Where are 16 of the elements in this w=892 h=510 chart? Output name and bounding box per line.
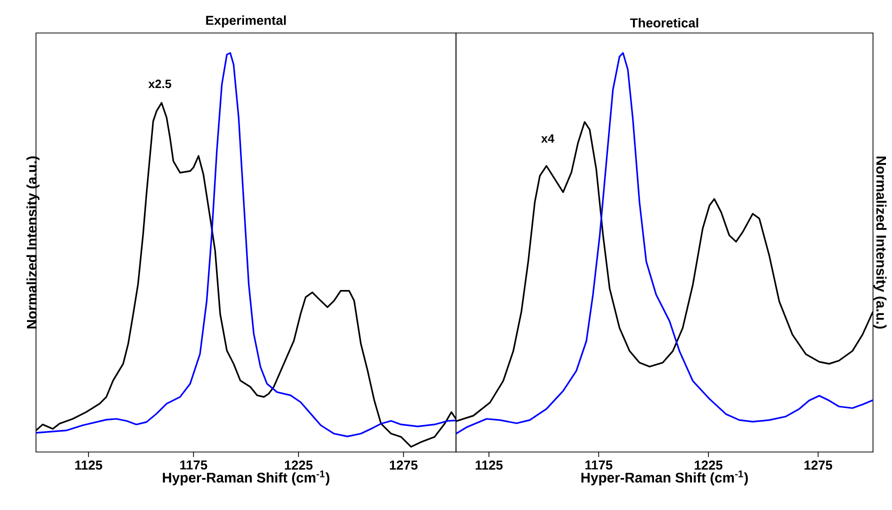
x-tick-label: 1175	[585, 460, 612, 470]
chart-title: Experimental	[206, 15, 286, 28]
x-tick-label: 1125	[75, 460, 102, 470]
x-tick-label: 1225	[694, 460, 722, 470]
annotation: x2.5	[148, 80, 172, 88]
x-tick-label: 1275	[804, 460, 832, 470]
y-axis-title: Normalized Intensity (a.u.)	[26, 156, 40, 328]
annotation: x4	[541, 134, 554, 143]
x-axis-title: Hyper-Raman Shift (cm$^{-1}$)	[162, 470, 330, 486]
x-tick-label: 1225	[284, 460, 313, 470]
x-tick-label: 1125	[476, 460, 503, 470]
chart-title: Theoretical	[630, 18, 698, 28]
x-axis-title: Hyper-Raman Shift (cm$^{-1}$)	[581, 470, 748, 486]
y-axis-title: Normalized Intensity (a.u.)	[874, 156, 887, 329]
x-tick-label: 1175	[180, 460, 208, 470]
x-tick-label: 1275	[390, 460, 418, 470]
